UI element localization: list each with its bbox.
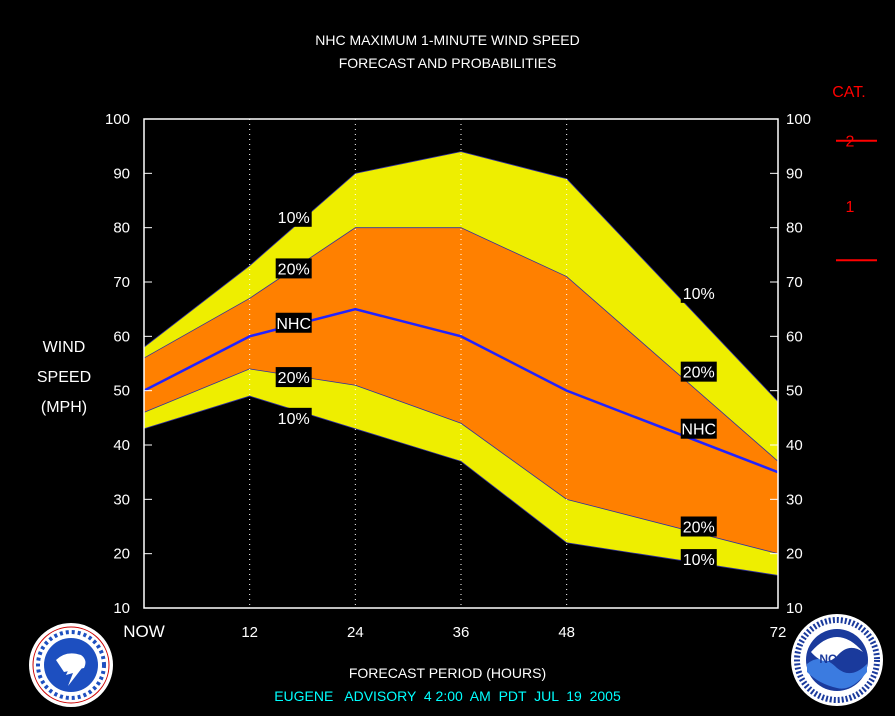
series-label-bg [680,282,717,303]
category-label: 2 [846,134,855,151]
y-tick-label-right: 10 [786,600,803,617]
series-label-text: 20% [278,370,310,387]
x-tick-label: 36 [453,624,470,641]
advisory-text: EUGENE ADVISORY 4 2:00 AM PDT JUL 19 200… [274,688,621,704]
y-tick-label-left: 90 [113,165,130,182]
series-label-bg [275,407,312,428]
series-label: 10% [680,549,717,570]
series-label: 10% [275,206,312,227]
x-tick-label: 48 [558,624,575,641]
y-tick-label-left: 70 [113,274,130,291]
y-tick-label-right: 60 [786,328,803,345]
y-axis-label-line2: SPEED [36,369,92,386]
series-label-text: 20% [683,520,715,537]
chart-title-line2: FORECAST AND PROBABILITIES [338,55,557,71]
series-label-bg [680,516,717,537]
x-tick-label: 12 [241,624,258,641]
x-tick-label: 24 [347,624,364,641]
series-label-text: NHC [276,316,311,333]
series-label: 20% [680,516,717,537]
series-label-bg [680,549,717,570]
series-label-text: 10% [278,210,310,227]
y-tick-label-left: 10 [113,600,130,617]
y-tick-label-left: 30 [113,491,130,508]
series-label: 10% [275,407,312,428]
y-tick-label-right: 90 [786,165,803,182]
y-tick-label-right: 20 [786,546,803,563]
y-axis-label-line3: (MPH) [40,399,88,416]
series-label-text: 20% [278,261,310,278]
category-label: 1 [846,199,855,216]
series-label-bg [680,361,717,382]
series-label: NHC [680,418,717,439]
y-tick-label-left: 20 [113,546,130,563]
x-axis-label: FORECAST PERIOD (HOURS) [348,665,547,681]
series-label-bg [275,312,312,333]
y-tick-label-left: 60 [113,328,130,345]
noaa-logo: NOAA [791,614,883,706]
series-label-text: 20% [683,365,715,382]
series-label-text: 10% [278,411,310,428]
series-label-bg [275,258,312,279]
nhc-forecast-line [143,307,779,474]
y-tick-label-right: 30 [786,491,803,508]
y-tick-label-right: 80 [786,220,803,237]
series-label-text: 10% [683,552,715,569]
series-label-bg [275,367,312,388]
series-label: 20% [275,367,312,388]
y-tick-label-left: 40 [113,437,130,454]
y-tick-label-right: 70 [786,274,803,291]
x-tick-label: 72 [770,624,787,641]
category-title: CAT. [832,84,865,101]
chart-title-line1: NHC MAXIMUM 1-MINUTE WIND SPEED [315,32,580,48]
series-label-text: 10% [683,286,715,303]
x-tick-label: NOW [123,622,165,641]
y-tick-label-right: 100 [786,111,811,128]
series-label: 20% [275,258,312,279]
y-axis-label-line1: WIND [42,339,86,356]
y-tick-label-left: 80 [113,220,130,237]
series-label-text: NHC [681,422,716,439]
nws-logo [29,623,113,707]
y-tick-label-right: 40 [786,437,803,454]
series-label: 20% [680,361,717,382]
series-label: 10% [680,282,717,303]
noaa-logo-text: NOAA [819,652,855,666]
series-label: NHC [275,312,312,333]
series-label-bg [680,418,717,439]
y-tick-label-left: 50 [113,383,130,400]
series-label-bg [275,206,312,227]
plot-frame [143,118,779,609]
y-tick-label-left: 100 [105,111,130,128]
y-tick-label-right: 50 [786,383,803,400]
